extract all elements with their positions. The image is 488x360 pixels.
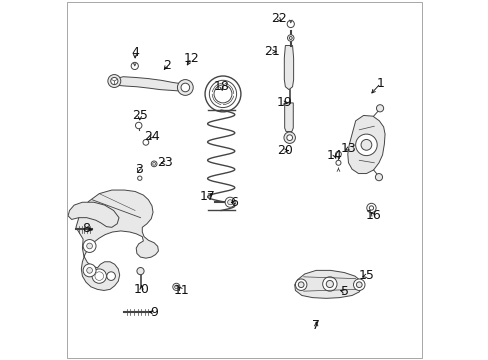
Circle shape [335, 151, 341, 157]
Text: 3: 3 [135, 163, 142, 176]
Text: 10: 10 [133, 283, 149, 296]
Circle shape [287, 35, 293, 41]
Polygon shape [284, 103, 293, 132]
Circle shape [172, 283, 180, 291]
Text: 20: 20 [277, 144, 293, 157]
Circle shape [83, 239, 96, 252]
Circle shape [142, 139, 148, 145]
Polygon shape [68, 202, 119, 227]
Text: 2: 2 [163, 59, 171, 72]
Circle shape [284, 132, 295, 143]
Circle shape [181, 83, 189, 92]
Text: 7: 7 [311, 319, 320, 332]
Polygon shape [347, 116, 384, 174]
Circle shape [177, 80, 193, 95]
Circle shape [355, 134, 376, 156]
Circle shape [295, 279, 306, 291]
Text: 14: 14 [326, 149, 342, 162]
Circle shape [137, 267, 144, 275]
Text: 22: 22 [270, 12, 286, 25]
Circle shape [152, 162, 155, 165]
Circle shape [110, 77, 118, 85]
Circle shape [322, 277, 336, 291]
Text: 6: 6 [230, 196, 238, 209]
Circle shape [286, 135, 292, 140]
Text: 1: 1 [376, 77, 384, 90]
Circle shape [227, 200, 232, 205]
Circle shape [131, 62, 138, 69]
Text: 12: 12 [183, 51, 199, 64]
Circle shape [108, 75, 121, 87]
Text: 9: 9 [150, 306, 158, 319]
Polygon shape [294, 270, 362, 298]
Polygon shape [76, 190, 158, 291]
Text: 15: 15 [358, 269, 374, 282]
Circle shape [86, 267, 92, 273]
Circle shape [106, 272, 115, 280]
Circle shape [368, 206, 373, 210]
Text: 5: 5 [340, 285, 348, 298]
Text: 24: 24 [144, 130, 160, 143]
Circle shape [151, 161, 157, 167]
Polygon shape [284, 45, 293, 90]
Circle shape [376, 105, 383, 112]
Circle shape [298, 282, 304, 288]
Circle shape [286, 21, 294, 28]
Circle shape [137, 176, 142, 180]
Circle shape [289, 37, 292, 40]
Polygon shape [112, 77, 186, 91]
Text: 16: 16 [365, 210, 381, 222]
Circle shape [83, 264, 96, 277]
Text: 19: 19 [276, 96, 292, 109]
Circle shape [86, 243, 92, 249]
Circle shape [375, 174, 382, 181]
Circle shape [353, 279, 364, 291]
Circle shape [325, 280, 333, 288]
Circle shape [366, 203, 375, 213]
Text: 4: 4 [131, 46, 139, 59]
Circle shape [95, 272, 103, 280]
Text: 13: 13 [340, 142, 356, 155]
Text: 25: 25 [132, 109, 147, 122]
Circle shape [92, 269, 106, 283]
Text: 8: 8 [82, 222, 90, 235]
Text: 11: 11 [174, 284, 189, 297]
Circle shape [335, 160, 340, 165]
Circle shape [135, 122, 142, 129]
Circle shape [360, 139, 371, 150]
Text: 18: 18 [213, 80, 229, 93]
Circle shape [356, 282, 362, 288]
Text: 17: 17 [200, 190, 215, 203]
Text: 23: 23 [157, 156, 172, 169]
Text: 21: 21 [264, 45, 280, 58]
Circle shape [224, 197, 235, 207]
Circle shape [174, 285, 178, 289]
